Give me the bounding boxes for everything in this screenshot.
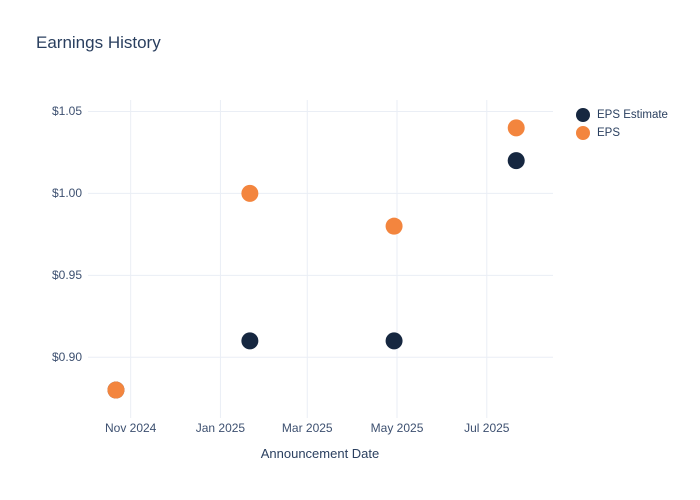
x-axis-title: Announcement Date [260,446,380,461]
x-tick-label: Nov 2024 [104,421,157,435]
legend-item-eps[interactable]: EPS [576,124,668,142]
x-tick-label: Mar 2025 [281,421,333,435]
x-tick-label: May 2025 [370,421,424,435]
y-tick-label: $1.05 [51,104,82,119]
legend: EPS Estimate EPS [576,106,668,142]
legend-marker-icon [576,126,590,140]
legend-label: EPS [597,127,621,139]
y-tick-label: $0.90 [51,350,82,365]
legend-label: EPS Estimate [597,109,668,121]
data-point-eps[interactable] [385,217,403,235]
x-tick-label: Jul 2025 [464,421,510,435]
data-point-eps[interactable] [241,184,259,202]
data-point-eps-estimate[interactable] [507,152,525,170]
y-tick-label: $0.95 [51,268,82,283]
y-tick-label: $1.00 [51,186,82,201]
legend-marker-icon [576,108,590,122]
data-point-eps-estimate[interactable] [241,332,259,350]
chart-title: Earnings History [36,33,161,52]
x-tick-label: Jan 2025 [195,421,246,435]
data-point-eps[interactable] [107,381,125,399]
data-point-eps-estimate[interactable] [385,332,403,350]
legend-item-eps-estimate[interactable]: EPS Estimate [576,106,668,124]
data-point-eps[interactable] [507,119,525,137]
